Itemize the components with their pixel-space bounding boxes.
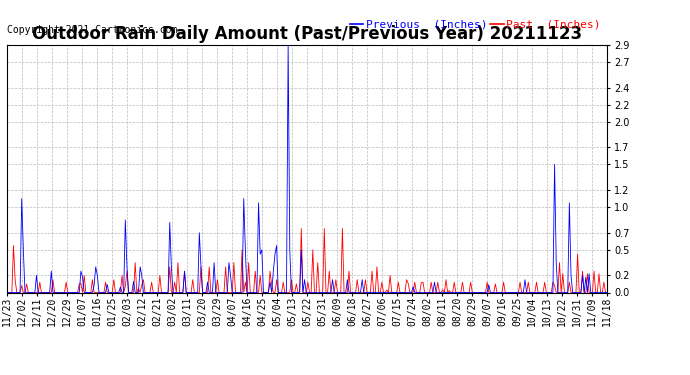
Legend: Previous  (Inches), Past  (Inches): Previous (Inches), Past (Inches) <box>349 18 602 31</box>
Title: Outdoor Rain Daily Amount (Past/Previous Year) 20211123: Outdoor Rain Daily Amount (Past/Previous… <box>32 26 582 44</box>
Text: Copyright 2021 Cartronics.com: Copyright 2021 Cartronics.com <box>7 25 177 35</box>
